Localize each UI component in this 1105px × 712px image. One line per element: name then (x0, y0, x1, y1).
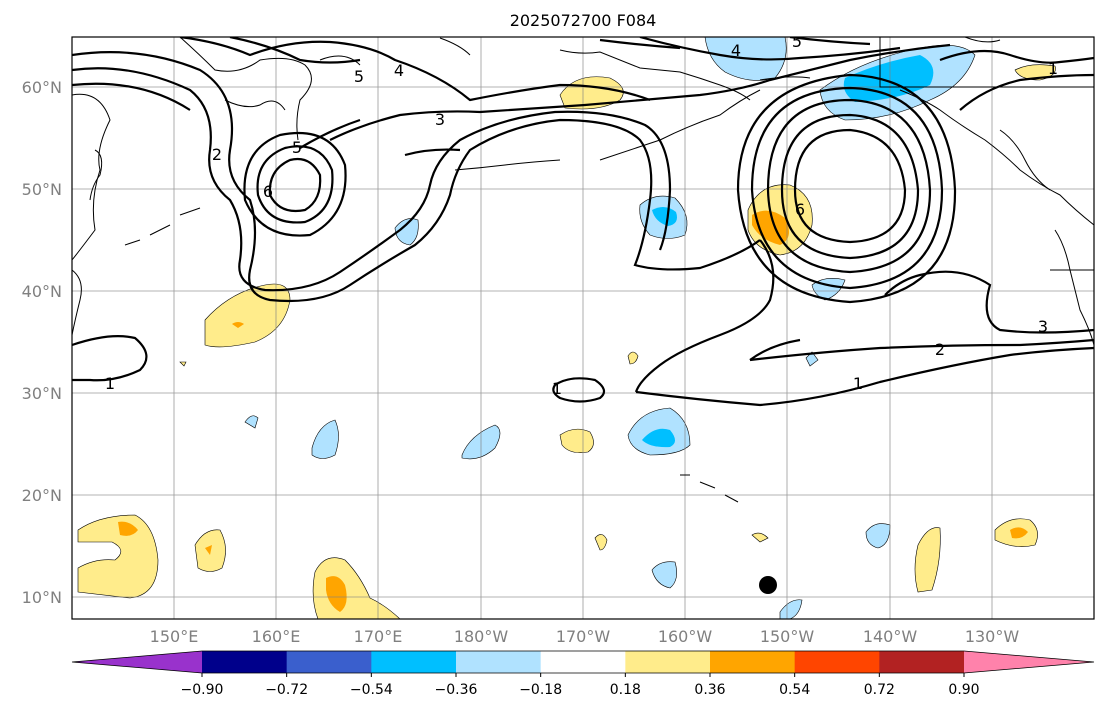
lat-label: 30°N (22, 384, 62, 403)
map-area: 1 1 1 1 2 2 3 3 4 4 5 5 5 6 6 (72, 32, 1094, 619)
contour-label: 1 (853, 374, 863, 393)
lon-label: 150°W (760, 627, 815, 646)
contour-label: 4 (731, 41, 741, 60)
gridlines (72, 37, 1094, 619)
lon-label: 160°W (658, 627, 713, 646)
colorbar-box (625, 651, 711, 673)
location-marker (759, 576, 777, 594)
colorbar-box (879, 651, 965, 673)
colorbar-box (540, 651, 626, 673)
lat-labels: 60°N 50°N 40°N 30°N 20°N 10°N (22, 78, 62, 607)
colorbar: −0.90 −0.72 −0.54 −0.36 −0.18 0.18 0.36 0.54 0.7… (71, 650, 1095, 698)
lat-label: 50°N (22, 180, 62, 199)
colorbar-box (371, 651, 457, 673)
colorbar-box (286, 651, 372, 673)
coastlines (72, 37, 1094, 503)
colorbar-tick-label: 0.72 (864, 682, 895, 698)
colorbar-extend-low (72, 651, 202, 673)
colorbar-box (456, 651, 542, 673)
colorbar-box (794, 651, 880, 673)
lon-label: 170°E (354, 627, 403, 646)
colorbar-tick-label: −0.72 (265, 682, 308, 698)
colorbar-tick-label: −0.36 (435, 682, 478, 698)
colorbar-box (710, 651, 796, 673)
contour-label: 2 (935, 340, 945, 359)
colorbar-tick-label: 0.36 (694, 682, 725, 698)
lat-label: 40°N (22, 282, 62, 301)
lon-labels: 150°E 160°E 170°E 180°W 170°W 160°W 150°… (150, 627, 1020, 646)
lon-label: 130°W (965, 627, 1020, 646)
colorbar-tick-label: −0.90 (181, 682, 224, 698)
contour-label: 5 (792, 32, 802, 51)
lon-label: 160°E (252, 627, 301, 646)
colorbar-tick-label: −0.54 (350, 682, 393, 698)
contour-label: 2 (212, 145, 222, 164)
colorbar-tick-label: 0.18 (610, 682, 641, 698)
contour-label: 1 (1048, 59, 1058, 78)
colorbar-tick-label: 0.54 (779, 682, 810, 698)
contour-label: 3 (1038, 317, 1048, 336)
lon-label: 170°W (556, 627, 611, 646)
contour-label: 6 (795, 200, 805, 219)
map-frame (71, 36, 1095, 620)
colorbar-tick-label: −0.18 (519, 682, 562, 698)
contour-label: 3 (435, 110, 445, 129)
colorbar-tick-label: 0.90 (948, 682, 979, 698)
contour-labels: 1 1 1 1 2 2 3 3 4 4 5 5 5 6 6 (105, 32, 1058, 398)
lon-label: 140°W (863, 627, 918, 646)
contour-label: 1 (552, 379, 562, 398)
colorbar-extend-high (964, 651, 1094, 673)
contour-label: 1 (105, 374, 115, 393)
lat-label: 10°N (22, 588, 62, 607)
colorbar-box (202, 651, 288, 673)
lon-label: 150°E (150, 627, 199, 646)
contour-label: 4 (394, 61, 404, 80)
lon-label: 180°W (454, 627, 509, 646)
lat-label: 20°N (22, 486, 62, 505)
contour-label: 5 (292, 138, 302, 157)
contour-lines (72, 37, 1094, 407)
contour-label: 5 (354, 67, 364, 86)
lat-label: 60°N (22, 78, 62, 97)
map-title: 2025072700 F084 (510, 11, 657, 30)
contour-label: 6 (263, 182, 273, 201)
